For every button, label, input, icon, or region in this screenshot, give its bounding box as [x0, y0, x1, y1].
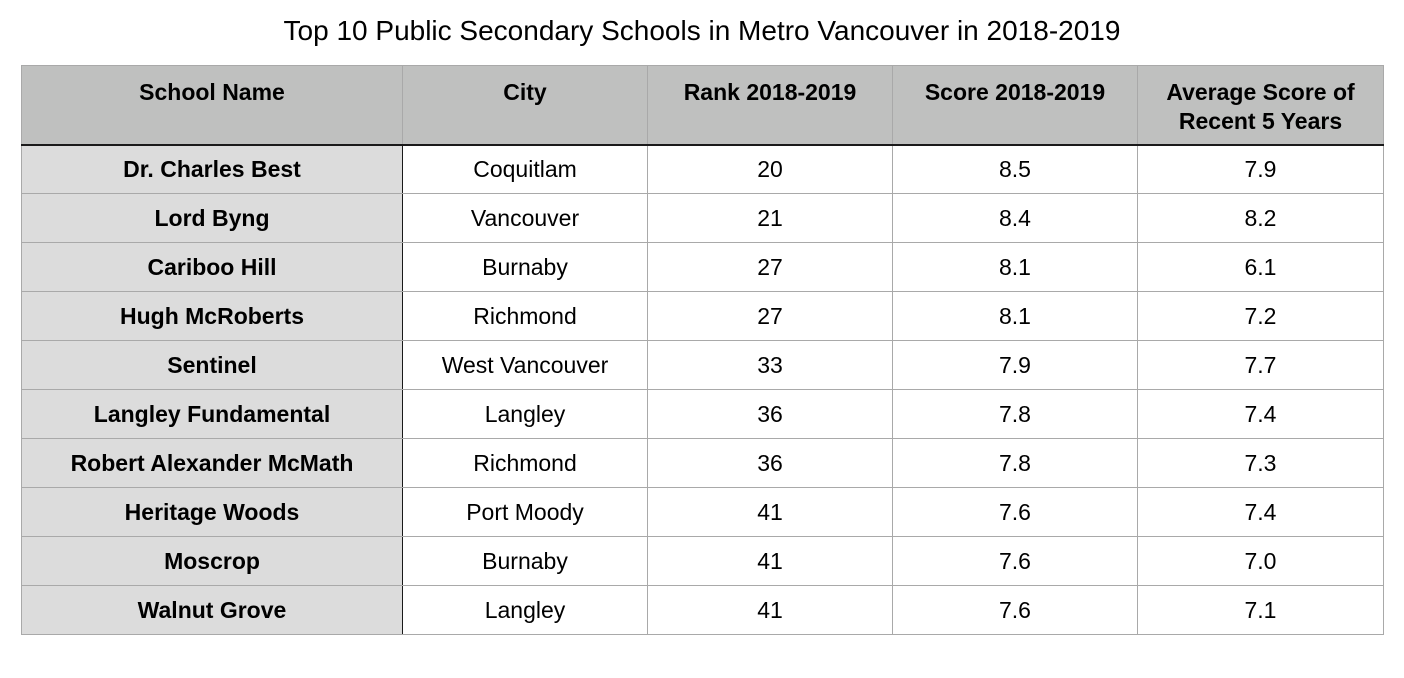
city-cell: West Vancouver [402, 340, 648, 390]
school-name-cell: Cariboo Hill [21, 242, 403, 292]
score-cell: 7.6 [892, 585, 1138, 635]
average-score-cell: 7.0 [1137, 536, 1384, 586]
school-name-cell: Langley Fundamental [21, 389, 403, 439]
city-cell: Vancouver [402, 193, 648, 243]
rank-cell: 41 [647, 585, 893, 635]
score-cell: 7.8 [892, 389, 1138, 439]
city-cell: Coquitlam [402, 143, 648, 194]
school-name-cell: Heritage Woods [21, 487, 403, 537]
city-cell: Burnaby [402, 536, 648, 586]
school-name-cell: Dr. Charles Best [21, 143, 403, 194]
average-score-cell: 7.9 [1137, 143, 1384, 194]
average-score-cell: 7.3 [1137, 438, 1384, 488]
average-score-cell: 7.4 [1137, 389, 1384, 439]
average-score-cell: 7.7 [1137, 340, 1384, 390]
column-header-school-name: School Name [21, 65, 403, 145]
average-score-cell: 7.4 [1137, 487, 1384, 537]
score-cell: 8.1 [892, 291, 1138, 341]
score-cell: 8.1 [892, 242, 1138, 292]
rank-cell: 20 [647, 143, 893, 194]
average-score-cell: 7.2 [1137, 291, 1384, 341]
column-header-city: City [402, 65, 648, 145]
table-row: Langley Fundamental Langley 36 7.8 7.4 [21, 389, 1384, 439]
table-row: Heritage Woods Port Moody 41 7.6 7.4 [21, 487, 1384, 537]
rank-cell: 33 [647, 340, 893, 390]
city-cell: Langley [402, 389, 648, 439]
rank-cell: 27 [647, 242, 893, 292]
average-score-cell: 6.1 [1137, 242, 1384, 292]
score-cell: 7.8 [892, 438, 1138, 488]
score-cell: 8.5 [892, 143, 1138, 194]
score-cell: 7.6 [892, 487, 1138, 537]
school-name-cell: Robert Alexander McMath [21, 438, 403, 488]
table-row: Walnut Grove Langley 41 7.6 7.1 [21, 585, 1384, 635]
average-score-cell: 7.1 [1137, 585, 1384, 635]
schools-table: School Name City Rank 2018-2019 Score 20… [21, 65, 1384, 635]
score-cell: 8.4 [892, 193, 1138, 243]
city-cell: Langley [402, 585, 648, 635]
average-score-cell: 8.2 [1137, 193, 1384, 243]
table-row: Dr. Charles Best Coquitlam 20 8.5 7.9 [21, 143, 1384, 194]
score-cell: 7.6 [892, 536, 1138, 586]
city-cell: Richmond [402, 438, 648, 488]
table-title: Top 10 Public Secondary Schools in Metro… [283, 15, 1121, 46]
score-cell: 7.9 [892, 340, 1138, 390]
column-header-average-score: Average Score of Recent 5 Years [1137, 65, 1384, 145]
table-row: Cariboo Hill Burnaby 27 8.1 6.1 [21, 242, 1384, 292]
city-cell: Richmond [402, 291, 648, 341]
rank-cell: 36 [647, 389, 893, 439]
school-name-cell: Moscrop [21, 536, 403, 586]
table-row: Moscrop Burnaby 41 7.6 7.0 [21, 536, 1384, 586]
school-name-cell: Hugh McRoberts [21, 291, 403, 341]
school-name-cell: Sentinel [21, 340, 403, 390]
rank-cell: 36 [647, 438, 893, 488]
rank-cell: 27 [647, 291, 893, 341]
table-row: Hugh McRoberts Richmond 27 8.1 7.2 [21, 291, 1384, 341]
column-header-rank: Rank 2018-2019 [647, 65, 893, 145]
school-name-cell: Walnut Grove [21, 585, 403, 635]
rank-cell: 41 [647, 487, 893, 537]
city-cell: Burnaby [402, 242, 648, 292]
table-row: Sentinel West Vancouver 33 7.9 7.7 [21, 340, 1384, 390]
table-body: Dr. Charles Best Coquitlam 20 8.5 7.9 Lord By… [21, 143, 1384, 635]
city-cell: Port Moody [402, 487, 648, 537]
column-header-score: Score 2018-2019 [892, 65, 1138, 145]
school-name-cell: Lord Byng [21, 193, 403, 243]
header-row: School Name City Rank 2018-2019 Score 20… [21, 65, 1384, 145]
table-row: Robert Alexander McMath Richmond 36 7.8 7.3 [21, 438, 1384, 488]
table-row: Lord Byng Vancouver 21 8.4 8.2 [21, 193, 1384, 243]
rank-cell: 21 [647, 193, 893, 243]
rank-cell: 41 [647, 536, 893, 586]
